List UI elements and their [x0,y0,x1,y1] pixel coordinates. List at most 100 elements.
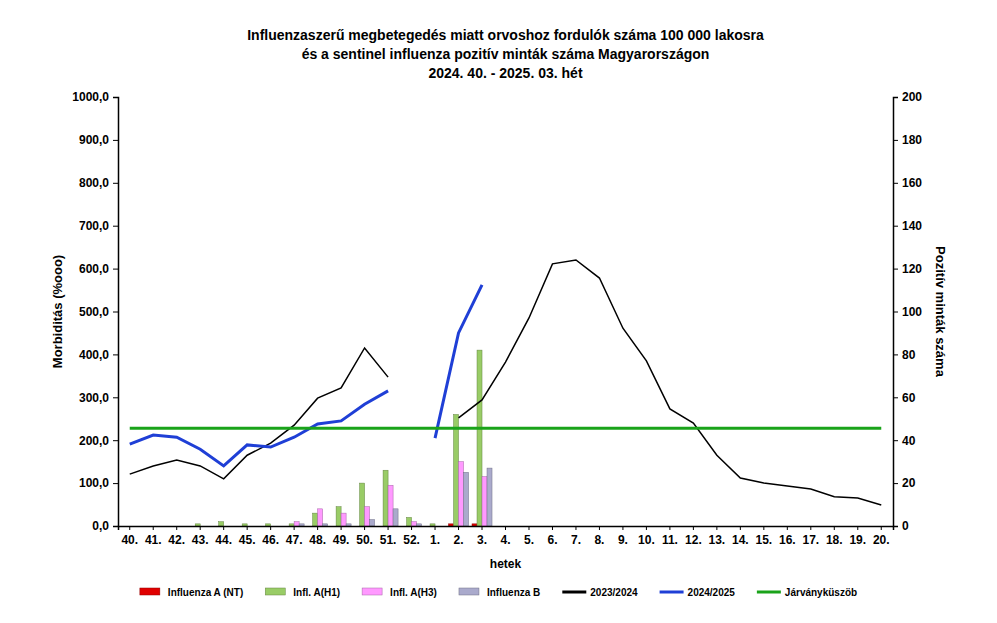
legend-label: Influenza B [487,587,540,598]
tick-label: 40 [902,434,916,448]
tick-label: 1000,0 [72,90,109,104]
tick-mark [435,526,436,530]
line [459,260,882,505]
bar [323,524,328,526]
legend-item: 2024/2025 [660,587,736,598]
tick: 200 [893,90,922,104]
bar [219,522,224,526]
tick-mark [893,397,898,398]
tick-label: 8. [594,533,604,547]
tick-label: 12. [685,533,702,547]
tick: 48. [309,526,326,547]
tick-mark [622,526,623,530]
bar [266,524,271,526]
title: 2024. 40. - 2025. 03. hét [428,65,582,81]
tick-mark [669,526,670,530]
tick-label: 300,0 [79,391,109,405]
tick-mark [113,97,118,98]
legend-swatch [140,588,160,595]
chart: Influenzaszerű megbetegedés miatt orvosh… [0,0,997,623]
tick-label: 41. [145,533,162,547]
tick-mark [857,526,858,530]
line [130,427,882,430]
tick-mark [834,526,835,530]
tick-label: 0,0 [92,519,109,533]
tick: 600,0 [79,262,118,276]
tick-mark [893,140,898,141]
tick-label: 60 [902,391,916,405]
bar [383,470,388,526]
tick-label: 18. [826,533,843,547]
tick: 51. [380,526,397,547]
x-axis-title: hetek [490,557,522,571]
legend-swatch [459,588,479,595]
tick-mark [129,526,130,530]
tick-label: 45. [239,533,256,547]
tick: 200,0 [79,434,118,448]
tick-label: 800,0 [79,176,109,190]
y2-axis: 020406080100120140160180200 [893,90,922,533]
tick-label: 14. [732,533,749,547]
tick-mark [893,269,898,270]
tick: 900,0 [79,133,118,147]
bar [195,524,200,526]
legend-item: Influenza B [459,587,540,598]
tick: 40 [893,434,916,448]
tick-label: 160 [902,176,922,190]
tick-mark [528,526,529,530]
tick: 15. [755,526,772,547]
tick-mark [113,397,118,398]
tick-label: 5. [524,533,534,547]
tick-label: 4. [500,533,510,547]
tick-mark [599,526,600,530]
tick-label: 11. [662,533,678,547]
tick-label: 48. [309,533,326,547]
tick: 9. [618,526,628,547]
bar [341,513,346,526]
tick-label: 40. [121,533,138,547]
tick: 18. [826,526,843,547]
tick-mark [411,526,412,530]
line [130,348,388,479]
tick: 44. [215,526,232,547]
tick-mark [247,526,248,530]
tick-mark [200,526,201,530]
tick: 20 [893,476,916,490]
bar [417,524,422,526]
tick: 13. [709,526,726,547]
tick: 140 [893,219,922,233]
tick-label: 19. [849,533,866,547]
tick: 47. [286,526,303,547]
x-axis: 40.41.42.43.44.45.46.47.48.49.50.51.52.1… [119,526,894,547]
tick: 49. [333,526,350,547]
bar [294,522,299,526]
axis-line [113,98,119,527]
tick-label: 52. [403,533,420,547]
tick-mark [787,526,788,530]
legend-item: Influenza A (NT) [140,587,243,598]
bar [346,524,351,526]
tick-label: 80 [902,348,916,362]
tick-label: 0 [902,519,909,533]
tick-mark [113,312,118,313]
tick-mark [388,526,389,530]
tick: 0 [893,519,909,533]
tick-mark [113,226,118,227]
tick-mark [893,226,898,227]
tick: 180 [893,133,922,147]
tick: 16. [779,526,796,547]
tick-label: 400,0 [79,348,109,362]
bar [449,524,454,526]
tick: 400,0 [79,348,118,362]
tick-label: 20. [873,533,890,547]
bar [459,462,464,526]
tick: 160 [893,176,922,190]
tick-mark [113,440,118,441]
bar [370,520,375,526]
tick-mark [893,183,898,184]
tick-mark [881,526,882,530]
tick-mark [113,269,118,270]
tick-mark [364,526,365,530]
axis-line [119,527,894,531]
tick: 43. [192,526,209,547]
